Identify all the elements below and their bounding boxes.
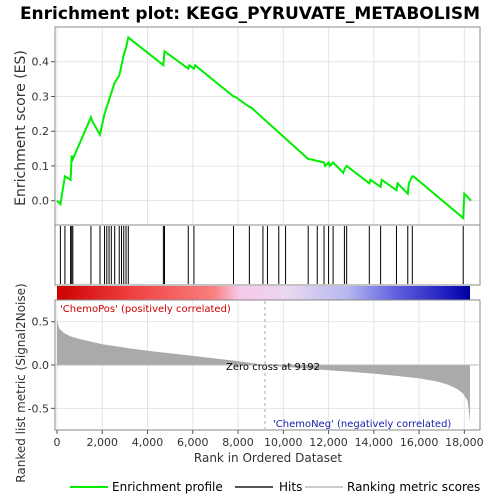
zero-cross-label: Zero cross at 9192 [226,362,320,373]
metric-ytick-label: 0.5 [32,316,50,329]
x-tick-label: 14,000 [355,436,394,449]
rank-color-bar [57,286,470,300]
x-tick-label: 6,000 [177,436,209,449]
x-tick-label: 0 [54,436,61,449]
es-ytick-label: 0.3 [32,90,50,103]
es-ytick-label: 0.0 [32,195,50,208]
metric-ylabel: Ranked list metric (Signal2Noise) [14,283,28,482]
x-tick-label: 2,000 [87,436,119,449]
positive-correlation-label: 'ChemoPos' (positively correlated) [60,304,231,315]
legend-label-profile: Enrichment profile [112,480,223,494]
legend-label-metric: Ranking metric scores [347,480,480,494]
x-tick-label: 4,000 [132,436,164,449]
es-ylabel: Enrichment score (ES) [13,50,29,206]
x-tick-label: 8,000 [222,436,254,449]
enrichment-profile-line [56,35,472,221]
ranking-metric-area [57,319,470,423]
x-axis-label: Rank in Ordered Dataset [194,451,342,465]
es-ytick-label: 0.1 [32,160,50,173]
x-tick-label: 16,000 [400,436,439,449]
es-ytick-label: 0.4 [32,56,50,69]
x-tick-label: 18,000 [445,436,484,449]
legend-label-hits: Hits [279,480,302,494]
x-tick-label: 10,000 [264,436,303,449]
legend: Enrichment profile Hits Ranking metric s… [70,480,480,494]
metric-ytick-label: 0.0 [32,359,50,372]
chart-title: Enrichment plot: KEGG_PYRUVATE_METABOLIS… [20,4,480,24]
es-panel-frame [54,26,481,226]
negative-correlation-label: 'ChemoNeg' (negatively correlated) [273,419,451,430]
x-tick-label: 12,000 [309,436,348,449]
es-ytick-label: 0.2 [32,125,50,138]
metric-ytick-label: -0.5 [28,402,49,415]
